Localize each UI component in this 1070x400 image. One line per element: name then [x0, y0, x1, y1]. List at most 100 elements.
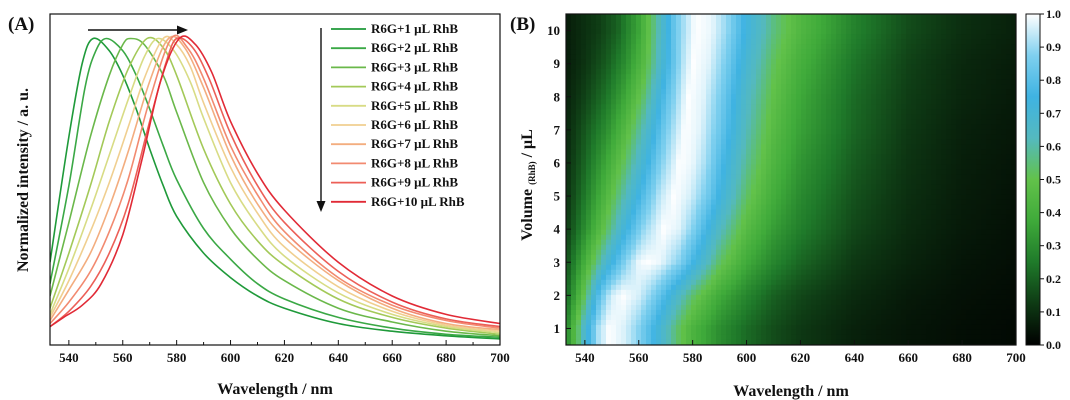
- heatmap-cell: [666, 124, 672, 130]
- heatmap-cell: [631, 219, 637, 226]
- heatmap-cell: [716, 214, 722, 221]
- heatmap-cell: [571, 119, 577, 125]
- heatmap-cell: [976, 99, 982, 105]
- heatmap-cell: [781, 119, 787, 125]
- heatmap-cell: [951, 124, 957, 130]
- heatmap-cell: [706, 174, 712, 181]
- heatmap-cell: [661, 19, 667, 25]
- heatmap-cell: [881, 29, 887, 35]
- heatmap-cell: [761, 54, 767, 60]
- heatmap-cell: [631, 64, 637, 70]
- heatmap-cell: [606, 139, 612, 145]
- heatmap-cell: [746, 149, 752, 156]
- heatmap-cell: [586, 234, 592, 241]
- heatmap-cell: [771, 139, 777, 145]
- heatmap-cell: [826, 59, 832, 65]
- heatmap-cell: [761, 229, 767, 236]
- heatmap-cell: [616, 159, 622, 166]
- heatmap-cell: [901, 249, 907, 256]
- heatmap-cell: [906, 119, 912, 125]
- heatmap-cell: [946, 194, 952, 201]
- heatmap-cell: [931, 119, 937, 125]
- heatmap-cell: [736, 144, 742, 151]
- heatmap-cell: [881, 69, 887, 75]
- heatmap-cell: [751, 284, 757, 291]
- heatmap-cell: [831, 144, 837, 151]
- heatmap-cell: [576, 124, 582, 130]
- heatmap-cell: [706, 139, 712, 145]
- heatmap-cell: [716, 94, 722, 100]
- heatmap-cell: [981, 249, 987, 256]
- heatmap-cell: [886, 284, 892, 291]
- heatmap-cell: [601, 244, 607, 251]
- heatmap-cell: [866, 124, 872, 130]
- heatmap-cell: [711, 164, 717, 171]
- heatmap-cell: [1006, 154, 1012, 161]
- heatmap-cell: [616, 249, 622, 256]
- heatmap-cell: [936, 254, 942, 261]
- heatmap-cell: [706, 169, 712, 176]
- heatmap-cell: [751, 184, 757, 191]
- heatmap-cell: [946, 144, 952, 151]
- heatmap-cell: [831, 79, 837, 85]
- heatmap-cell: [921, 114, 927, 120]
- heatmap-cell: [771, 239, 777, 246]
- heatmap-cell: [841, 99, 847, 105]
- heatmap-cell: [996, 84, 1002, 90]
- heatmap-cell: [601, 184, 607, 191]
- heatmap-cell: [811, 154, 817, 161]
- heatmap-cell: [961, 94, 967, 100]
- heatmap-cell: [981, 139, 987, 145]
- heatmap-cell: [811, 234, 817, 241]
- heatmap-cell: [771, 99, 777, 105]
- heatmap-cell: [606, 159, 612, 166]
- heatmap-cell: [641, 184, 647, 191]
- heatmap-cell: [941, 189, 947, 196]
- heatmap-cell: [926, 64, 932, 70]
- heatmap-cell: [706, 259, 712, 266]
- heatmap-cell: [696, 164, 702, 171]
- heatmap-cell: [876, 39, 882, 45]
- heatmap-cell: [601, 159, 607, 166]
- heatmap-cell: [936, 219, 942, 226]
- heatmap-cell: [696, 134, 702, 140]
- heatmap-cell: [946, 99, 952, 105]
- heatmap-cell: [746, 179, 752, 186]
- heatmap-cell: [696, 224, 702, 231]
- heatmap-cell: [741, 274, 747, 281]
- heatmap-cell: [641, 254, 647, 261]
- heatmap-cell: [921, 164, 927, 171]
- heatmap-cell: [696, 209, 702, 216]
- heatmap-cell: [981, 49, 987, 55]
- heatmap-cell: [966, 49, 972, 55]
- heatmap-cell: [686, 174, 692, 181]
- heatmap-cell: [881, 124, 887, 130]
- heatmap-cell: [761, 159, 767, 166]
- heatmap-cell: [891, 274, 897, 281]
- heatmap-cell: [926, 244, 932, 251]
- heatmap-cell: [966, 44, 972, 50]
- heatmap-cell: [761, 104, 767, 110]
- heatmap-cell: [756, 119, 762, 125]
- heatmap-cell: [831, 279, 837, 286]
- heatmap-cell: [911, 274, 917, 281]
- heatmap-cell: [611, 114, 617, 120]
- heatmap-cell: [961, 14, 967, 20]
- heatmap-cell: [911, 14, 917, 20]
- heatmap-cell: [811, 209, 817, 216]
- heatmap-cell: [736, 254, 742, 261]
- heatmap-cell: [926, 14, 932, 20]
- heatmap-cell: [586, 174, 592, 181]
- heatmap-cell: [751, 249, 757, 256]
- heatmap-cell: [591, 229, 597, 236]
- heatmap-cell: [996, 219, 1002, 226]
- heatmap-cell: [621, 164, 627, 171]
- heatmap-cell: [721, 149, 727, 156]
- heatmap-cell: [966, 184, 972, 191]
- heatmap-cell: [901, 64, 907, 70]
- heatmap-cell: [571, 134, 577, 140]
- heatmap-cell: [781, 174, 787, 181]
- heatmap-cell: [1011, 149, 1016, 156]
- heatmap-cell: [981, 44, 987, 50]
- heatmap-cell: [986, 64, 992, 70]
